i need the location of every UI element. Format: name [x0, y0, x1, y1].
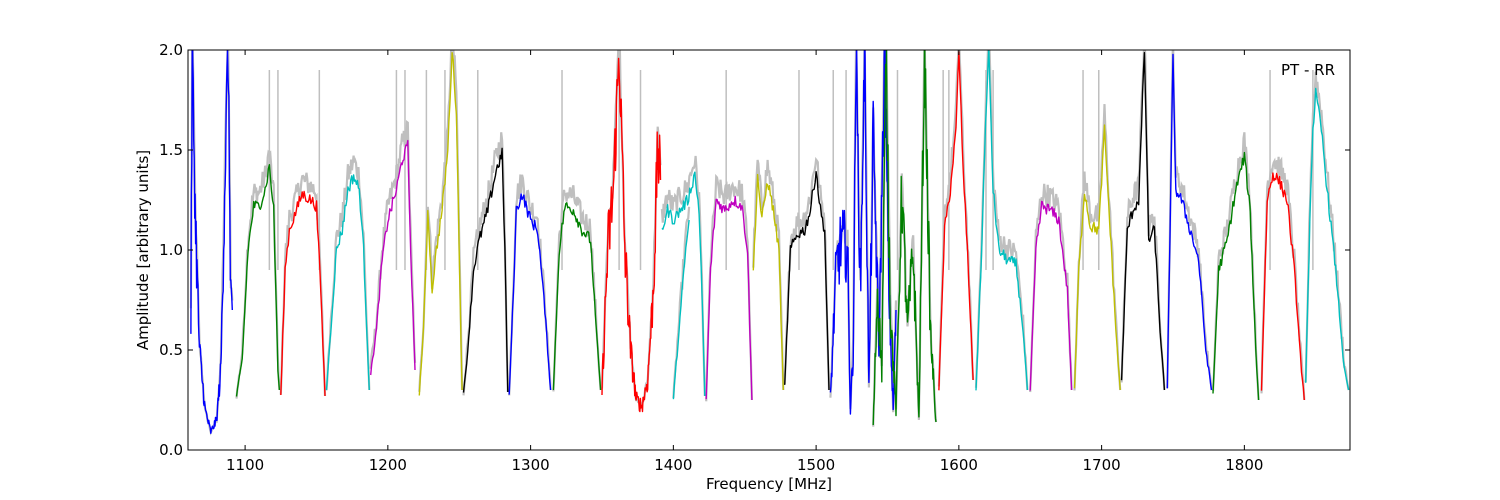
series-6-line	[462, 147, 509, 393]
x-axis-label: Frequency [MHz]	[706, 475, 832, 493]
series-20-line	[1073, 124, 1121, 391]
series-3-line	[325, 174, 370, 391]
x-tick-label: 1500	[797, 456, 835, 474]
x-tick-label: 1700	[1083, 456, 1121, 474]
y-axis: 0.0 0.5 1.0 1.5 2.0	[159, 41, 1350, 459]
series-4-line	[370, 139, 416, 376]
x-tick-label: 1800	[1225, 456, 1263, 474]
series-2-line	[280, 190, 326, 397]
series-13-line	[752, 173, 784, 391]
x-tick-label: 1600	[940, 456, 978, 474]
x-axis: 1100 1200 1300 1400 1500 1600 1700 1800	[226, 50, 1263, 474]
series-11-line	[672, 219, 690, 400]
series-5-line	[418, 52, 463, 396]
x-tick-label: 1400	[654, 456, 692, 474]
y-tick-label: 0.5	[159, 341, 183, 359]
background-trace-segment	[1073, 104, 1122, 391]
background-trace-segment	[508, 174, 552, 396]
y-tick-label: 1.5	[159, 141, 183, 159]
background-trace-segment	[974, 50, 1029, 391]
series-layer	[190, 50, 1350, 434]
series-7-line	[508, 193, 552, 395]
x-tick-label: 1300	[512, 456, 550, 474]
series-0-line	[190, 50, 233, 434]
plot-frame	[187, 49, 1351, 451]
background-trace-segment	[783, 156, 831, 391]
background-trace-segment	[279, 172, 327, 397]
series-1-line	[235, 164, 281, 397]
series-25-line	[1305, 87, 1350, 391]
series-22-line	[1166, 53, 1213, 391]
y-tick-label: 0.0	[159, 441, 183, 459]
series-24-line	[1260, 172, 1305, 401]
background-trace-segment	[462, 132, 509, 396]
series-12-line	[705, 195, 753, 401]
series-16-line	[872, 50, 937, 426]
background-trace	[189, 50, 1350, 436]
background-trace-segment	[660, 155, 706, 397]
x-tick-label: 1200	[369, 456, 407, 474]
y-tick-label: 2.0	[159, 41, 183, 59]
series-10-line	[661, 171, 706, 397]
y-tick-label: 1.0	[159, 241, 183, 259]
series-23-line	[1212, 151, 1260, 401]
series-14-line	[784, 171, 830, 391]
series-19-line	[1029, 200, 1073, 391]
series-8-line	[552, 202, 602, 391]
background-trace-segment	[937, 50, 975, 387]
background-trace-segment	[235, 149, 281, 399]
series-9-line	[601, 57, 662, 413]
series-17-line	[938, 51, 974, 391]
background-trace-segment	[752, 159, 785, 391]
chart-annotation: PT - RR	[1281, 61, 1335, 79]
background-trace-segment	[705, 173, 753, 402]
background-trace-segment	[1029, 183, 1073, 393]
y-axis-label: Amplitude [arbitrary units]	[134, 150, 152, 350]
series-18-line	[975, 50, 1029, 391]
series-21-line	[1120, 52, 1166, 391]
x-tick-label: 1100	[226, 456, 264, 474]
